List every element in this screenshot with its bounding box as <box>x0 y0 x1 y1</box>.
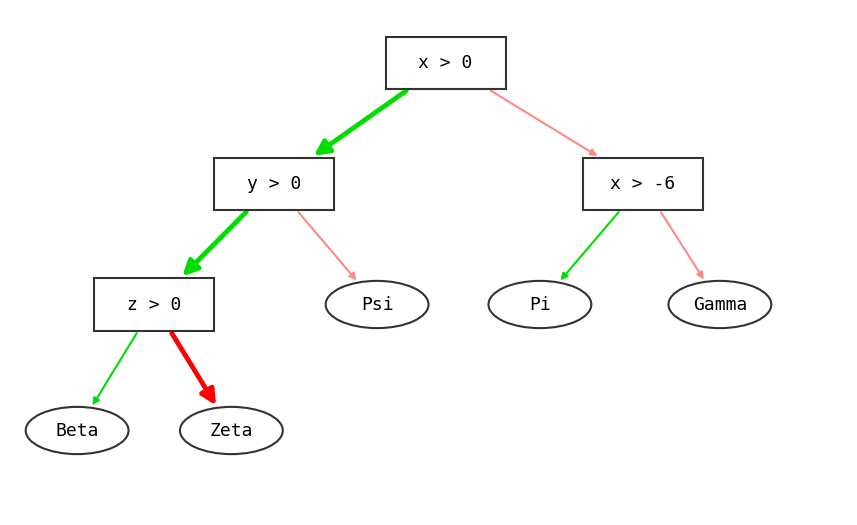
FancyBboxPatch shape <box>583 158 703 210</box>
Ellipse shape <box>180 407 283 454</box>
Ellipse shape <box>326 281 428 328</box>
Text: z > 0: z > 0 <box>127 296 182 313</box>
Text: Pi: Pi <box>529 296 551 313</box>
Text: x > 0: x > 0 <box>418 54 473 72</box>
FancyBboxPatch shape <box>94 278 214 331</box>
Text: Zeta: Zeta <box>210 422 253 439</box>
Text: x > -6: x > -6 <box>610 175 675 193</box>
FancyBboxPatch shape <box>386 37 506 89</box>
Text: Beta: Beta <box>56 422 99 439</box>
Text: Gamma: Gamma <box>692 296 747 313</box>
Ellipse shape <box>488 281 591 328</box>
Ellipse shape <box>668 281 771 328</box>
Text: Psi: Psi <box>361 296 393 313</box>
FancyBboxPatch shape <box>214 158 334 210</box>
Ellipse shape <box>26 407 129 454</box>
Text: y > 0: y > 0 <box>247 175 302 193</box>
